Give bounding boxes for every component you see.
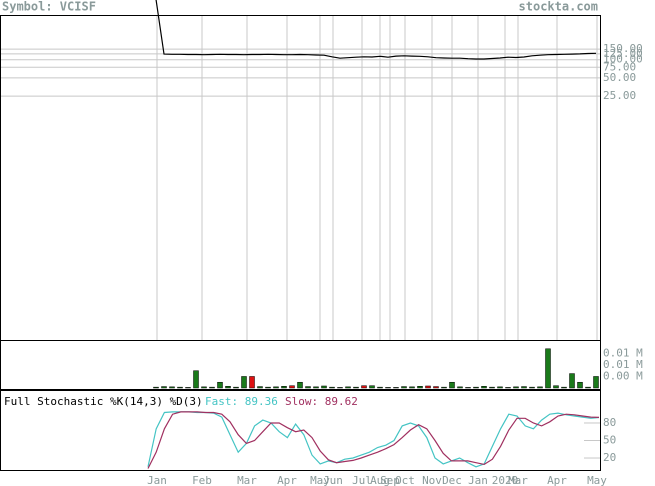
volume-bar: [385, 387, 391, 389]
x-tick-label: May: [587, 474, 607, 486]
y-tick-label: 80: [603, 416, 616, 429]
y-tick-label: 150.00: [603, 42, 643, 55]
volume-bar: [401, 386, 407, 389]
volume-bar: [577, 381, 583, 389]
volume-bar: [193, 370, 199, 389]
x-tick-label: Feb: [192, 474, 212, 486]
y-tick-label: 50.00: [603, 71, 636, 84]
y-tick-label: 75.00: [603, 60, 636, 73]
volume-bar: [505, 387, 511, 389]
stochastic-title: Full Stochastic %K(14,3) %D(3): [4, 395, 203, 408]
x-tick-label: Apr: [547, 474, 567, 486]
x-tick-label: Aug: [370, 474, 390, 486]
volume-bar: [337, 387, 343, 389]
volume-bar: [321, 385, 327, 389]
volume-bar: [201, 386, 207, 389]
stochastic-panel: [0, 390, 601, 471]
line: [155, 0, 597, 60]
x-tick-label: May: [310, 474, 330, 486]
x-tick-label: Mar: [508, 474, 528, 486]
volume-bar: [377, 386, 383, 389]
x-tick-label: Jan: [468, 474, 488, 486]
volume-bar: [353, 386, 359, 389]
y-tick-label: 100.00: [603, 53, 643, 66]
volume-bar: [537, 386, 543, 389]
volume-bar: [217, 381, 223, 389]
volume-bar: [529, 386, 535, 389]
volume-bar: [281, 386, 287, 389]
volume-bar: [481, 386, 487, 389]
y-tick-label: 20: [603, 451, 616, 464]
volume-bar: [441, 386, 447, 389]
volume-bar: [473, 386, 479, 389]
volume-bar: [425, 385, 431, 389]
volume-bar: [409, 386, 415, 389]
volume-bar: [225, 386, 231, 389]
volume-bar: [433, 386, 439, 389]
volume-bar: [465, 387, 471, 389]
volume-bar: [521, 386, 527, 389]
volume-bar: [305, 386, 311, 389]
x-tick-label: Sep: [380, 474, 400, 486]
volume-bar: [329, 386, 335, 389]
volume-bar: [233, 386, 239, 389]
y-tick-label: 25.00: [603, 89, 636, 102]
volume-bar: [209, 386, 215, 389]
volume-bar: [449, 381, 455, 389]
x-tick-label: Jun: [323, 474, 343, 486]
volume-bar: [169, 386, 175, 389]
volume-bar: [265, 386, 271, 389]
volume-bar: [257, 386, 263, 389]
x-tick-label: Nov: [422, 474, 442, 486]
legend-entry: Slow: 89.62: [285, 395, 358, 408]
volume-bar: [417, 386, 423, 389]
price-panel: [0, 15, 601, 341]
volume-panel: [0, 340, 601, 390]
y-tick-label: 0.01 M: [603, 358, 643, 371]
volume-bar: [297, 381, 303, 389]
volume-bar: [361, 385, 367, 389]
volume-bar: [513, 386, 519, 389]
x-tick-label: Dec: [442, 474, 462, 486]
x-tick-label: Mar: [237, 474, 257, 486]
y-tick-label: 0.01 M: [603, 346, 643, 359]
volume-bar: [585, 386, 591, 389]
volume-bar: [457, 386, 463, 389]
site: stockta.com: [519, 0, 598, 14]
legend-entry: Fast: 89.36: [205, 395, 278, 408]
y-tick-label: 0.00 M: [603, 369, 643, 382]
volume-bar: [249, 376, 255, 389]
volume-bar: [497, 386, 503, 389]
volume-bar: [553, 385, 559, 389]
x-tick-label: 2020: [492, 474, 519, 486]
volume-bar: [177, 386, 183, 389]
volume-bar: [241, 376, 247, 389]
line: [147, 411, 600, 469]
volume-bar: [561, 386, 567, 389]
y-tick-label: 125.00: [603, 47, 643, 60]
line: [147, 411, 600, 468]
symbol: Symbol: VCISF: [2, 0, 96, 14]
volume-bar: [345, 386, 351, 389]
volume-bar: [185, 387, 191, 389]
volume-bar: [545, 348, 551, 389]
volume-bar: [313, 386, 319, 389]
x-tick-label: Apr: [277, 474, 297, 486]
volume-bar: [289, 385, 295, 389]
x-tick-label: Jul: [352, 474, 372, 486]
y-tick-label: 50: [603, 434, 616, 447]
volume-bar: [161, 386, 167, 389]
volume-bar: [153, 386, 159, 389]
x-tick-label: Jan: [147, 474, 167, 486]
volume-bar: [489, 386, 495, 389]
volume-bar: [369, 385, 375, 389]
volume-bar: [273, 386, 279, 389]
x-tick-label: Oct: [395, 474, 415, 486]
volume-bar: [593, 376, 599, 389]
volume-bar: [569, 373, 575, 389]
volume-bar: [393, 387, 399, 389]
